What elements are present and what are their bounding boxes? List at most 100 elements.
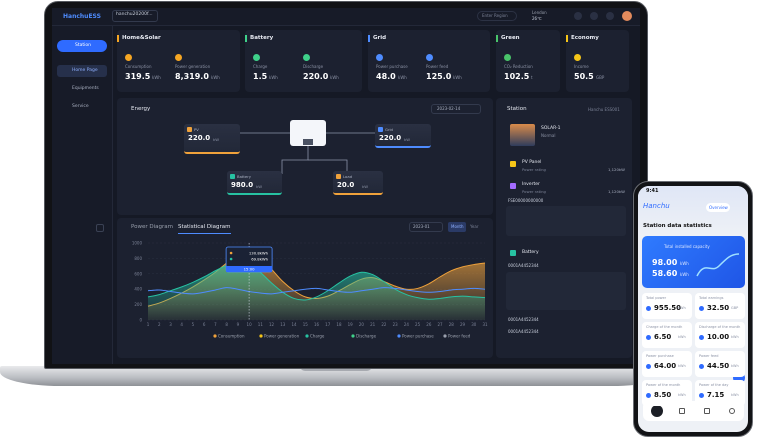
tile-unit: GBP — [731, 306, 739, 310]
metric-label: Discharge — [303, 64, 324, 69]
metric-icon — [574, 54, 581, 61]
tile-icon — [646, 364, 651, 369]
y-tick-label: 0 — [139, 318, 142, 323]
nav-message[interactable] — [704, 408, 710, 414]
tile-icon — [646, 306, 651, 311]
nav-profile[interactable] — [729, 408, 735, 414]
region-search[interactable] — [477, 11, 517, 21]
metric-label: Income — [574, 64, 589, 69]
card — [566, 30, 629, 92]
logo: HanchuESS — [63, 13, 101, 20]
area-line — [147, 260, 486, 301]
phone-title: Station data statistics — [643, 223, 712, 229]
x-tick-label: 13 — [280, 322, 286, 327]
card-accent — [368, 35, 370, 42]
tile-unit: kWh — [731, 335, 739, 339]
battery-serial: 0001A4452344 — [508, 263, 539, 268]
tile-value: 6.50 — [654, 333, 672, 341]
station-button[interactable] — [57, 40, 107, 52]
tile-label: Power purchase — [646, 354, 674, 358]
tile-label: Power of the month — [646, 383, 681, 387]
tile-value: 64.00 — [654, 362, 677, 370]
notice-icon[interactable] — [574, 12, 582, 20]
capacity-card — [642, 236, 745, 288]
x-tick-label: 26 — [426, 322, 432, 327]
battery-serial: 0001A4452344 — [508, 317, 539, 322]
month-picker[interactable] — [409, 222, 443, 232]
metric-icon — [303, 54, 310, 61]
x-tick-label: 1 — [147, 322, 150, 327]
tooltip-value: 69.8kWh — [251, 256, 268, 261]
metric-unit: kWh — [211, 75, 220, 80]
x-tick-label: 24 — [404, 322, 410, 327]
nav-item[interactable]: Service — [72, 104, 89, 109]
metric-value: 125.0 — [426, 72, 452, 81]
metric-icon — [376, 54, 383, 61]
station-subtitle: Hanchu ESS001 — [588, 107, 620, 112]
metric-unit: kWh — [152, 75, 161, 80]
toggle-active[interactable] — [448, 222, 466, 232]
metric-unit: kWh — [330, 75, 339, 80]
phone-nav — [643, 401, 744, 421]
legend-label: Power generation — [264, 334, 300, 339]
language-icon[interactable] — [590, 12, 598, 20]
phone-time: 9:41 — [646, 188, 659, 194]
tile-icon — [646, 393, 651, 398]
diagram-tab[interactable]: Power Diagram — [131, 224, 173, 230]
collapse-icon[interactable] — [96, 224, 104, 232]
x-tick-label: 3 — [169, 322, 172, 327]
toggle[interactable]: Month — [451, 224, 464, 229]
tile-label: Discharge of the month — [699, 325, 741, 329]
legend-label: Consumption — [218, 334, 245, 339]
avatar[interactable] — [622, 11, 632, 21]
nav-active[interactable] — [57, 65, 107, 77]
phone-tab[interactable] — [706, 203, 730, 212]
card-accent — [117, 35, 119, 42]
node-unit: kW — [404, 137, 410, 142]
tile-value: 44.50 — [707, 362, 730, 370]
x-tick-label: 6 — [203, 322, 206, 327]
top-bar — [52, 8, 640, 26]
date-text: 2023-02-14 — [437, 106, 461, 111]
metric-unit: kWh — [398, 75, 407, 80]
y-tick-label: 800 — [134, 256, 142, 261]
metric-unit: kWh — [269, 75, 278, 80]
tooltip-head — [226, 266, 273, 272]
node-label: PV — [194, 127, 199, 132]
item-name: Inverter — [522, 182, 540, 187]
nav-home[interactable] — [651, 405, 663, 417]
metric-unit: GBP — [596, 75, 605, 80]
toggle[interactable]: Year — [470, 224, 479, 229]
serial: FSE00000000000 — [508, 198, 544, 203]
settings-icon[interactable] — [606, 12, 614, 20]
device-name: SOLAR-1 — [541, 126, 561, 131]
date-picker[interactable] — [431, 104, 481, 114]
card — [496, 30, 560, 92]
battery-title: Battery — [522, 250, 539, 255]
tile-unit: kWh — [678, 306, 686, 310]
card-accent — [496, 35, 498, 42]
tile-label: Total earnings — [699, 296, 724, 300]
nav-device[interactable] — [679, 408, 685, 414]
diagram-tab-active[interactable]: Statistical Diagram — [178, 224, 231, 234]
metric-value: 8,319.0 — [175, 72, 209, 81]
tile-icon — [699, 306, 704, 311]
item-value: 1,120kW — [608, 167, 625, 172]
card-title: Green — [501, 35, 520, 41]
y-tick-label: 400 — [134, 287, 142, 292]
x-tick-label: 9 — [237, 322, 240, 327]
legend-swatch — [259, 334, 263, 338]
item-icon — [510, 161, 516, 167]
flow-line — [281, 145, 309, 174]
flow-line — [308, 159, 348, 174]
tooltip-title: 15:00 — [244, 267, 256, 272]
nav-item[interactable]: Home Page — [72, 68, 98, 73]
item-value: 1,120kW — [608, 189, 625, 194]
station-select[interactable] — [112, 10, 158, 22]
item-label: Power rating — [522, 167, 546, 172]
legend-swatch — [443, 334, 447, 338]
nav-item[interactable]: Equipments — [72, 86, 99, 91]
node-unit: kW — [256, 184, 262, 189]
capacity-title: Total installed capacity — [664, 244, 710, 249]
